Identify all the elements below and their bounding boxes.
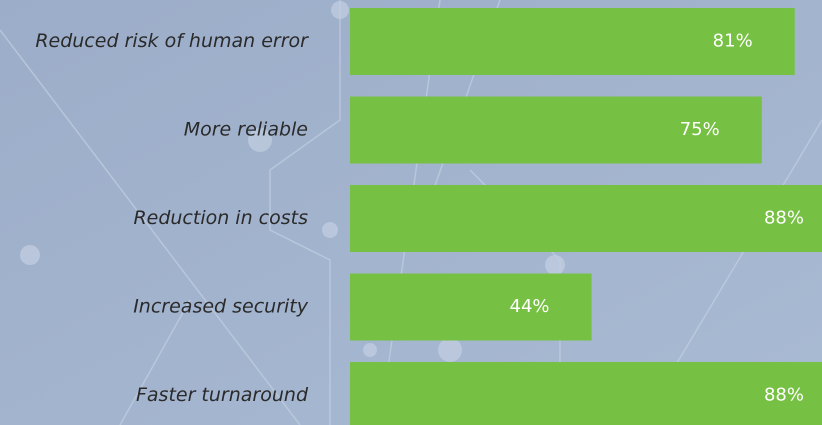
value-label: 88% (764, 385, 804, 406)
bar (350, 273, 592, 341)
category-label: Faster turnaround (136, 384, 309, 406)
value-label: 88% (764, 208, 804, 229)
bar (350, 96, 762, 164)
category-label: Reduced risk of human error (35, 30, 309, 52)
value-label: 81% (713, 31, 753, 52)
value-label: 75% (680, 119, 720, 140)
plot: Reduced risk of human error 81% More relia… (35, 8, 822, 425)
value-label: 44% (510, 296, 550, 317)
bar (350, 362, 822, 425)
category-label: More reliable (184, 119, 308, 141)
category-label: Increased security (133, 296, 309, 318)
category-label: Reduction in costs (133, 207, 308, 229)
bar (350, 8, 795, 75)
bar (350, 185, 822, 252)
decoration-dots (20, 1, 565, 362)
